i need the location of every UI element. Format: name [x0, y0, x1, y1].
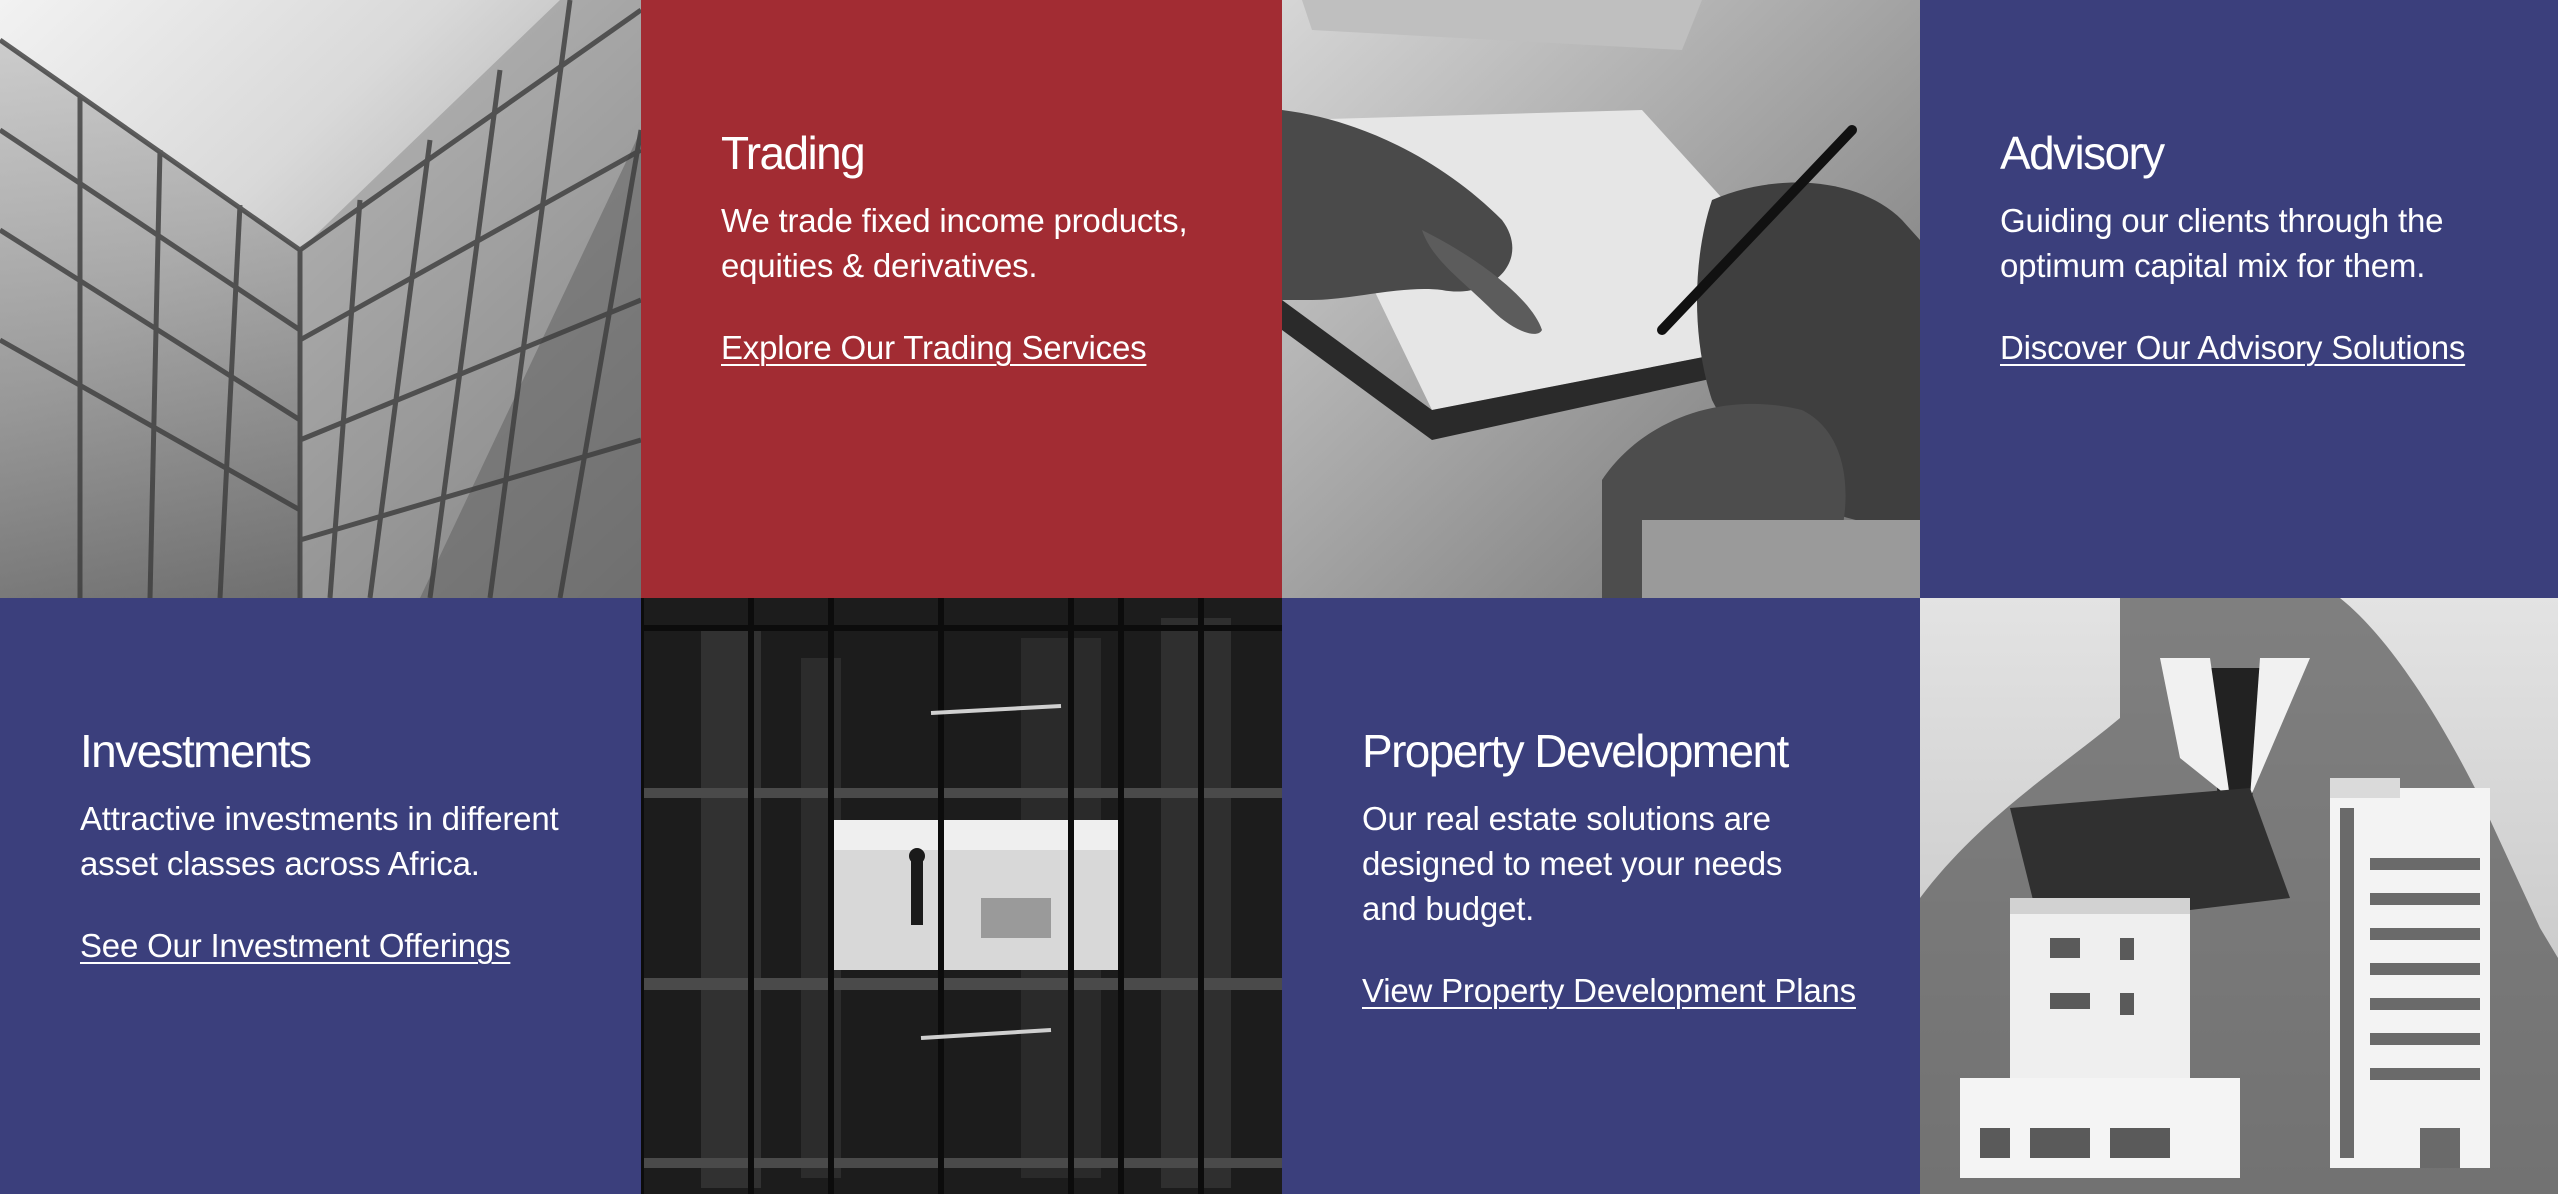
- trading-link[interactable]: Explore Our Trading Services: [721, 329, 1147, 366]
- investments-description: Attractive investments in different asse…: [80, 800, 559, 882]
- investments-card: Investments Attractive investments in di…: [0, 598, 641, 1194]
- office-window-at-night-photo: [641, 598, 1282, 1194]
- advisory-description: Guiding our clients through the optimum …: [2000, 202, 2444, 284]
- advisory-card: Advisory Guiding our clients through the…: [1920, 0, 2558, 598]
- trading-card: Trading We trade fixed income products, …: [641, 0, 1282, 598]
- advisory-title: Advisory: [2000, 127, 2165, 179]
- investments-title: Investments: [80, 725, 312, 777]
- architectural-model-photo: [1920, 598, 2558, 1194]
- property-description: Our real estate solutions are designed t…: [1362, 800, 1783, 927]
- property-card: Property Development Our real estate sol…: [1282, 598, 1920, 1194]
- investments-link[interactable]: See Our Investment Offerings: [80, 927, 511, 964]
- property-link[interactable]: View Property Development Plans: [1362, 972, 1856, 1009]
- glass-skyscraper-photo: [0, 0, 641, 598]
- hands-signing-document-photo: [1282, 0, 1920, 598]
- advisory-link[interactable]: Discover Our Advisory Solutions: [2000, 329, 2466, 366]
- trading-description: We trade fixed income products, equities…: [721, 202, 1188, 284]
- property-title: Property Development: [1362, 725, 1789, 777]
- trading-title: Trading: [721, 127, 866, 179]
